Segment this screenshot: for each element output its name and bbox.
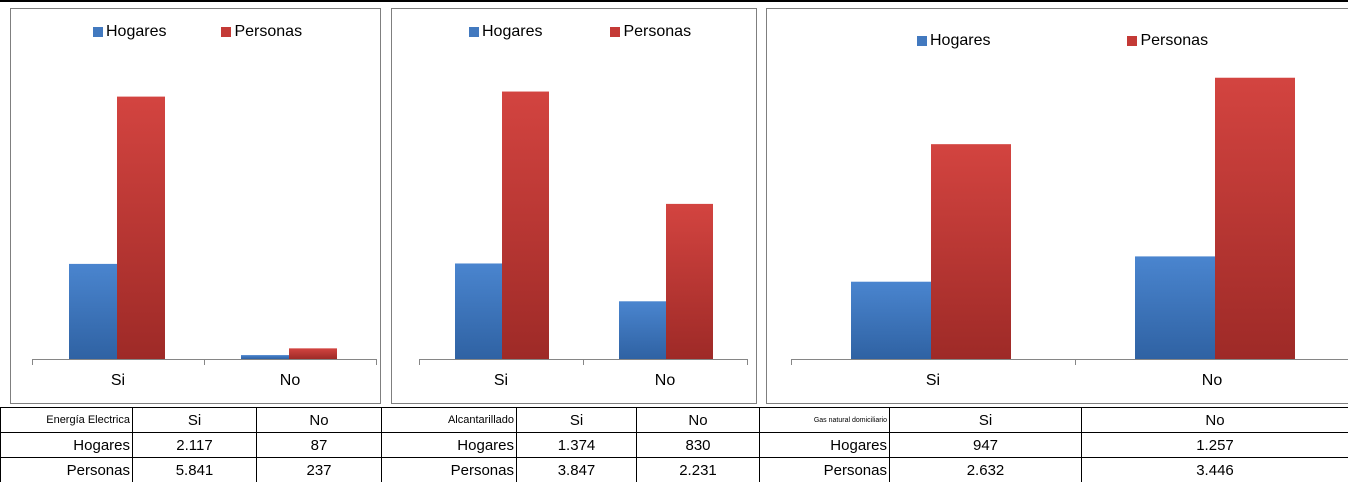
category-label-no: No — [1201, 372, 1223, 389]
table-row-label: Hogares — [381, 432, 517, 458]
bar-hogares-si — [455, 263, 502, 359]
table-cell: 87 — [256, 432, 382, 458]
legend-swatch-personas — [610, 27, 621, 37]
table-cell: 1.257 — [1081, 432, 1348, 458]
legend-label-personas: Personas — [1140, 32, 1209, 49]
bar-personas-si — [502, 91, 549, 360]
chart-legend: Hogares Personas — [917, 32, 1208, 50]
table-col-si: Si — [132, 407, 257, 433]
bar-personas-si — [931, 144, 1011, 359]
legend-swatch-personas — [221, 27, 232, 37]
table-cell: 2.117 — [132, 432, 257, 458]
table-col-no: No — [256, 407, 382, 433]
data-table-energia: Energía Electrica Si No Hogares 2.117 87… — [0, 407, 382, 482]
legend-label-hogares: Hogares — [106, 23, 167, 40]
table-col-si: Si — [516, 407, 637, 433]
category-label-no: No — [279, 372, 301, 389]
chart-legend: Hogares Personas — [469, 23, 691, 41]
table-row-label: Personas — [759, 457, 890, 482]
chart-panel-energia: Hogares Personas Si No — [10, 8, 381, 404]
table-header-label: Alcantarillado — [381, 407, 517, 433]
legend-item-hogares: Hogares — [469, 23, 542, 41]
chart-panel-gas: Hogares Personas Si No — [766, 8, 1348, 404]
legend-swatch-personas — [1127, 36, 1138, 46]
bar-hogares-no — [241, 355, 289, 359]
table-row-label: Hogares — [759, 432, 890, 458]
bar-personas-no — [666, 203, 713, 359]
table-cell: 2.231 — [636, 457, 760, 482]
legend-swatch-hogares — [917, 36, 927, 46]
legend-item-personas: Personas — [610, 23, 691, 41]
chart-panel-alcantarillado: Hogares Personas Si No — [391, 8, 757, 404]
table-cell: 947 — [889, 432, 1082, 458]
table-cell: 1.374 — [516, 432, 637, 458]
table-cell: 2.632 — [889, 457, 1082, 482]
bar-hogares-si — [851, 281, 931, 359]
table-row-label: Personas — [0, 457, 133, 482]
category-label-si: Si — [110, 372, 126, 389]
table-header-label: Gas natural domiciliario — [759, 407, 890, 433]
bar-hogares-no — [1135, 256, 1215, 359]
legend-label-personas: Personas — [234, 23, 303, 40]
bar-personas-si — [117, 96, 165, 359]
legend-item-hogares: Hogares — [93, 23, 166, 41]
data-table-alcantarillado: Alcantarillado Si No Hogares 1.374 830 P… — [381, 407, 760, 482]
chart-alcantarillado-svg — [419, 91, 748, 365]
legend-item-personas: Personas — [221, 23, 302, 41]
legend-label-personas: Personas — [623, 23, 692, 40]
table-col-no: No — [1081, 407, 1348, 433]
bar-personas-no — [289, 348, 337, 359]
category-label-no: No — [654, 372, 676, 389]
legend-swatch-hogares — [469, 27, 479, 37]
table-cell: 830 — [636, 432, 760, 458]
chart-legend: Hogares Personas — [93, 23, 302, 41]
legend-swatch-hogares — [93, 27, 103, 37]
category-label-si: Si — [493, 372, 509, 389]
table-cell: 3.446 — [1081, 457, 1348, 482]
bar-hogares-si — [69, 263, 117, 359]
legend-label-hogares: Hogares — [930, 32, 991, 49]
table-cell: 5.841 — [132, 457, 257, 482]
table-row-label: Hogares — [0, 432, 133, 458]
bar-hogares-no — [619, 301, 666, 359]
data-table-gas: Gas natural domiciliario Si No Hogares 9… — [759, 407, 1348, 482]
legend-item-hogares: Hogares — [917, 32, 990, 50]
legend-item-personas: Personas — [1127, 32, 1208, 50]
legend-label-hogares: Hogares — [482, 23, 543, 40]
chart-gas-svg — [791, 77, 1348, 365]
table-col-si: Si — [889, 407, 1082, 433]
table-col-no: No — [636, 407, 760, 433]
category-label-si: Si — [925, 372, 941, 389]
chart-energia-svg — [32, 96, 377, 365]
bar-personas-no — [1215, 77, 1295, 359]
table-header-label: Energía Electrica — [0, 407, 133, 433]
table-cell: 237 — [256, 457, 382, 482]
table-cell: 3.847 — [516, 457, 637, 482]
table-row-label: Personas — [381, 457, 517, 482]
top-border — [0, 0, 1348, 2]
